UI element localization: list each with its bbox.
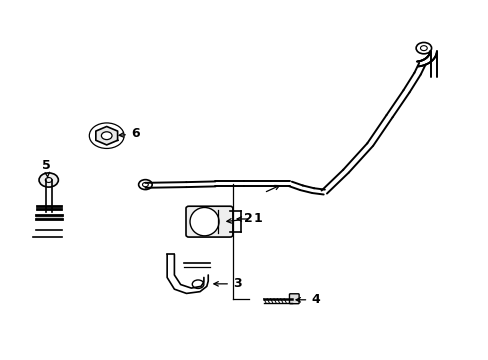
Text: 1: 1 (237, 212, 262, 225)
Polygon shape (96, 126, 117, 145)
Text: 6: 6 (119, 127, 139, 140)
Text: 4: 4 (295, 293, 319, 306)
Circle shape (101, 132, 112, 140)
Text: 3: 3 (213, 277, 241, 291)
FancyBboxPatch shape (185, 206, 232, 237)
Circle shape (39, 173, 58, 187)
FancyBboxPatch shape (289, 294, 299, 304)
Text: 2: 2 (226, 212, 253, 225)
Ellipse shape (190, 207, 219, 236)
Text: 5: 5 (42, 159, 51, 178)
